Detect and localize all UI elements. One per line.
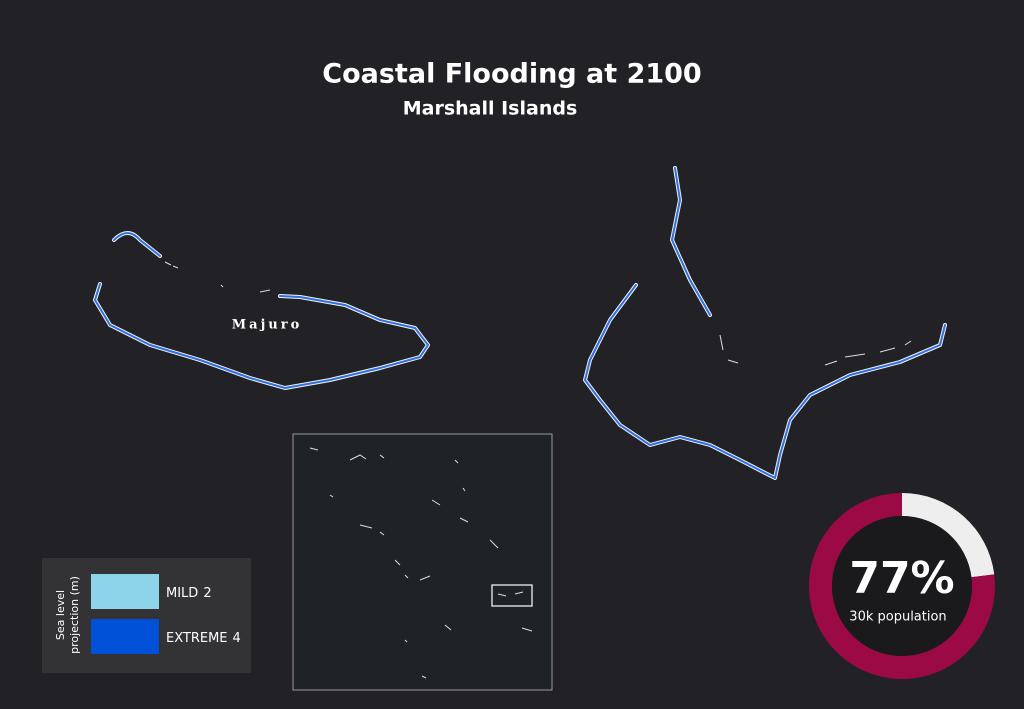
arno-atoll — [583, 166, 947, 480]
legend-title: projection (m) — [68, 576, 81, 654]
legend-swatch — [91, 619, 159, 654]
donut-value: 77% — [849, 553, 954, 604]
majuro-atoll — [93, 231, 430, 390]
donut-caption: 30k population — [849, 610, 946, 625]
legend-value: 2 — [203, 586, 211, 601]
legend-swatch — [91, 574, 159, 609]
subtitle: Marshall Islands — [403, 98, 578, 120]
map-label: Majuro — [232, 318, 303, 333]
legend-value: 4 — [233, 631, 241, 646]
donut-chart: 77% 30k population — [809, 493, 995, 680]
inset-map — [292, 433, 553, 691]
title: Coastal Flooding at 2100 — [322, 59, 701, 90]
legend-title: Sea level — [54, 590, 67, 640]
donut-hole — [832, 516, 972, 656]
donut-rest — [902, 493, 995, 578]
legend-label: MILD 2 — [166, 586, 212, 601]
legend-name: MILD — [166, 586, 198, 601]
legend-name: EXTREME — [166, 631, 228, 646]
legend-label: EXTREME 4 — [166, 631, 241, 646]
